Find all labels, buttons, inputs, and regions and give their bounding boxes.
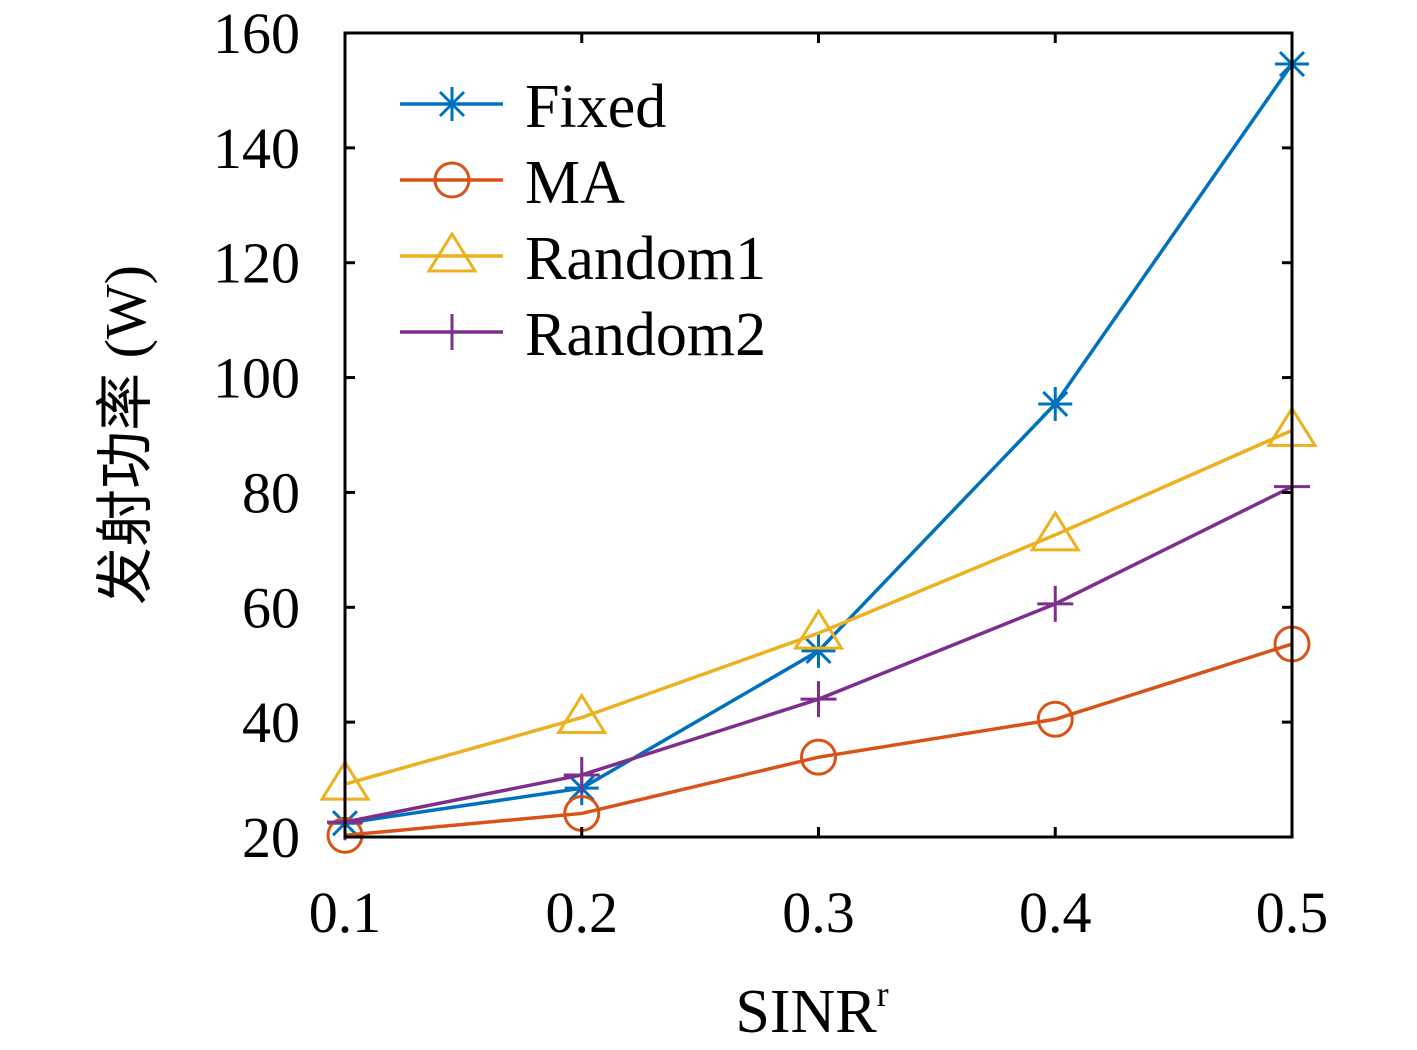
y-tick-label: 80 — [242, 460, 300, 525]
x-axis-label: SINRr — [735, 974, 888, 1046]
data-point — [1036, 700, 1074, 738]
x-tick-label: 0.3 — [782, 880, 855, 945]
series-fixed — [328, 47, 1309, 841]
y-tick-label: 140 — [213, 116, 300, 181]
x-axis-label-superscript: r — [877, 974, 889, 1014]
y-tick-label: 160 — [213, 1, 300, 66]
y-tick-label: 120 — [213, 231, 300, 296]
legend-label: Random1 — [525, 225, 766, 293]
y-tick-label: 60 — [242, 575, 300, 640]
data-point — [563, 756, 600, 793]
y-tick-label: 40 — [242, 690, 300, 755]
legend-marker — [435, 87, 469, 121]
data-point — [800, 681, 837, 718]
data-point — [800, 738, 837, 776]
y-axis-label: 发射功率 (W) — [93, 265, 158, 605]
x-tick-label: 0.4 — [1019, 880, 1092, 945]
x-tick-label: 0.1 — [309, 880, 382, 945]
legend-item: Fixed — [400, 73, 666, 141]
legend-marker — [426, 231, 478, 273]
x-tick-label: 0.2 — [546, 880, 619, 945]
legend-item: Random2 — [400, 301, 766, 369]
legend-item: Random1 — [400, 225, 766, 293]
y-tick-label: 20 — [242, 805, 300, 870]
x-tick-label: 0.5 — [1256, 880, 1329, 945]
legend-marker — [433, 161, 471, 199]
legend-label: Fixed — [525, 73, 666, 141]
data-point — [1029, 510, 1081, 552]
series-line — [344, 642, 1293, 838]
data-point — [1038, 386, 1073, 421]
legend-marker — [434, 314, 470, 350]
legend-label: MA — [525, 149, 625, 217]
data-point — [556, 692, 608, 735]
legend-label: Random2 — [525, 301, 766, 369]
data-point — [1037, 585, 1074, 622]
y-tick-label: 100 — [213, 346, 300, 411]
data-point — [792, 608, 845, 650]
legend: Fixed MA Random1 Random2 — [400, 73, 766, 369]
data-point — [801, 633, 836, 668]
legend-item: MA — [400, 149, 625, 217]
series-line — [344, 428, 1293, 786]
